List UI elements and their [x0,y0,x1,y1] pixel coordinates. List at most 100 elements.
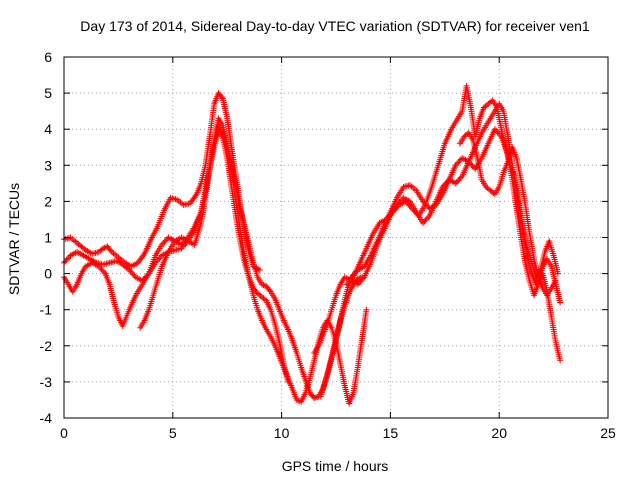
data-point [384,215,391,222]
data-point [469,163,476,170]
axis-ticks: 0 5 10 15 20 25 -4 -3 -2 -1 0 1 2 3 4 5 6 [40,49,616,441]
data-point [453,160,460,167]
data-point [95,263,102,270]
data-point [390,207,397,214]
data-point [359,275,366,282]
series-track-8 [457,129,559,299]
x-tick-label: 5 [169,425,177,441]
data-point [349,275,356,282]
data-point [490,189,497,196]
data-point [260,282,267,289]
x-tick-label: 10 [274,425,290,441]
data-point [354,276,361,283]
data-point [266,287,273,294]
data-point [354,281,361,288]
data-point [62,258,69,265]
data-point [253,289,260,296]
data-point [347,277,354,284]
data-point [443,179,450,186]
y-axis-label: SDTVAR / TECUs [6,183,22,295]
data-point [64,255,71,262]
y-tick-label: -4 [40,410,53,426]
data-point [385,213,392,220]
data-point [293,396,300,403]
data-point [158,241,165,248]
data-point [456,176,463,183]
data-point [554,270,561,277]
data-point [63,256,70,263]
data-point [411,208,418,215]
series-track-4 [137,115,370,407]
data-point [403,199,410,206]
data-point [386,212,393,219]
data-point [178,241,185,248]
data-point [464,131,471,138]
data-point [456,157,463,164]
data-point [557,299,564,306]
data-point [107,247,114,254]
data-point [409,205,416,212]
data-point [383,216,390,223]
data-point [422,217,429,224]
data-point [357,278,364,285]
data-point [126,266,133,273]
data-point [312,394,319,401]
data-point [452,162,459,169]
data-point [423,215,430,222]
data-point [389,209,396,216]
data-point [103,244,110,251]
data-point [261,296,268,303]
data-point [256,266,263,273]
data-point [295,397,302,404]
y-tick-label: 6 [44,49,52,65]
data-point [124,265,131,272]
chart-title: Day 173 of 2014, Sidereal Day-to-day VTE… [80,18,590,34]
data-point [218,94,225,101]
y-tick-label: 1 [44,230,52,246]
data-point [455,177,462,184]
data-point [405,201,412,208]
data-point [100,245,107,252]
x-tick-label: 0 [60,425,68,441]
data-point [113,257,120,264]
data-point [156,255,163,262]
data-point [363,306,370,313]
data-point [425,214,432,221]
y-tick-label: 4 [44,121,52,137]
data-point [493,127,500,134]
data-point [98,266,105,273]
y-tick-label: -1 [40,302,53,318]
y-tick-label: -2 [40,338,53,354]
data-point [81,245,88,252]
x-tick-label: 20 [491,425,507,441]
data-point [343,281,350,288]
data-point [128,269,135,276]
data-point [393,204,400,211]
y-tick-label: 3 [44,157,52,173]
data-point [311,395,318,402]
data-point [440,182,447,189]
x-tick-label: 25 [600,425,616,441]
y-tick-label: 5 [44,85,52,101]
y-tick-label: -3 [40,374,53,390]
data-point [402,198,409,205]
data-point [452,180,459,187]
data-point [356,279,363,286]
data-point [406,202,413,209]
data-point [410,207,417,214]
data-point [421,218,428,225]
data-point [552,277,559,284]
x-tick-label: 15 [383,425,399,441]
data-point [130,271,137,278]
data-point [392,206,399,213]
data-point [453,178,460,185]
data-point [413,209,420,216]
data-point [161,238,168,245]
data-point [407,204,414,211]
data-point [494,129,501,136]
series-track-7 [343,82,561,288]
data-point [162,237,169,244]
data-point [557,357,564,364]
data-point [345,279,352,286]
data-point [127,268,134,275]
